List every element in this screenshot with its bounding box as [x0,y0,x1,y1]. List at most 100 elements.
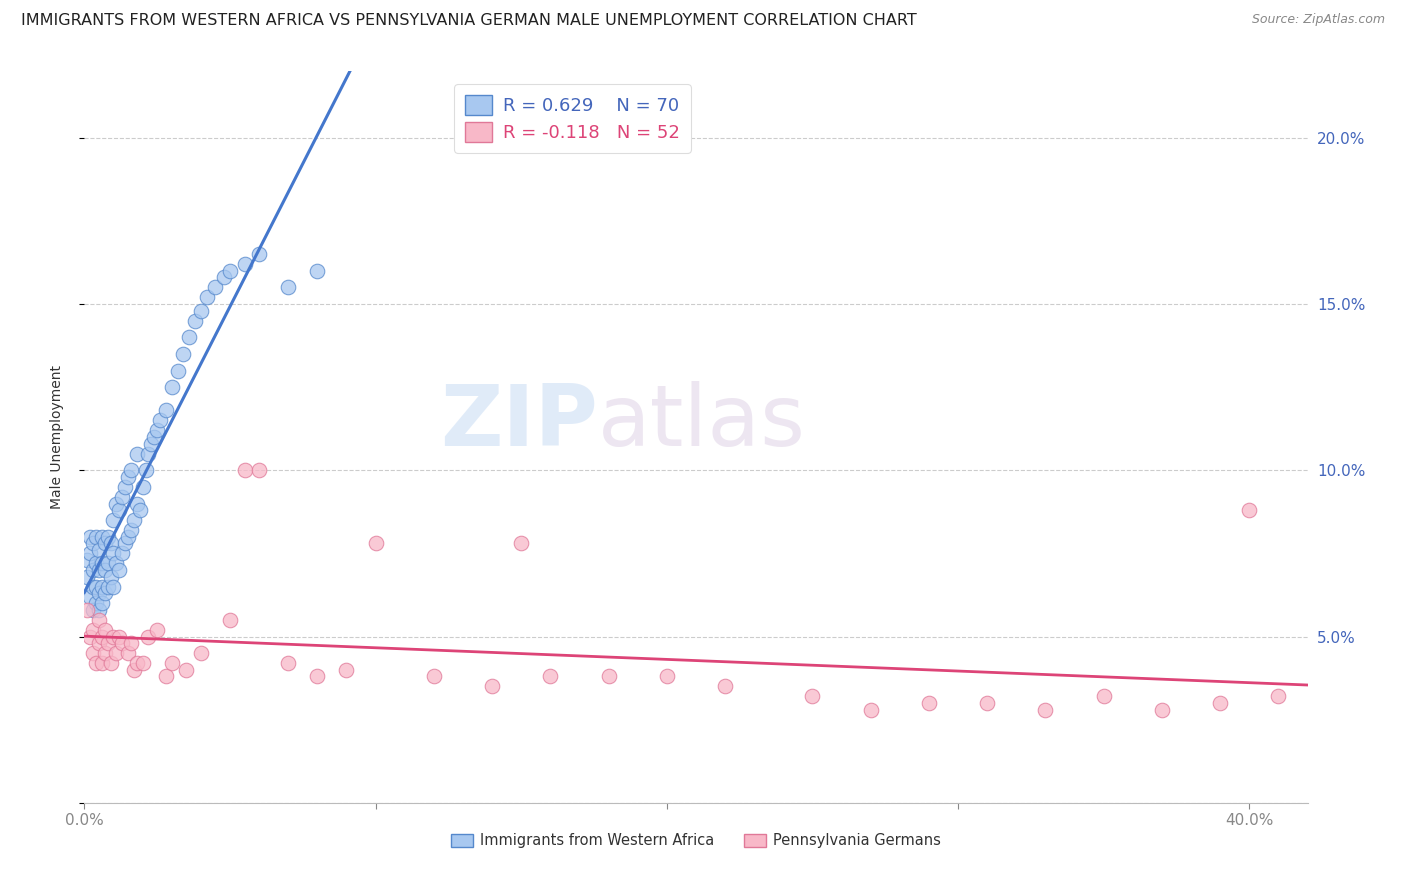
Point [233,463,256,477]
Point [108,503,131,517]
Point [114,480,136,494]
Point [204,280,226,294]
Point [105,557,128,571]
Point [1267,690,1289,704]
Point [105,497,128,511]
Point [103,546,125,560]
Point [160,380,183,394]
Point [93,623,115,637]
Point [172,347,194,361]
Point [84,557,107,571]
Y-axis label: Male Unemployment: Male Unemployment [49,365,63,509]
Point [82,603,104,617]
Point [247,463,270,477]
Point [155,403,177,417]
Point [117,470,139,484]
Point [84,656,107,670]
Point [90,580,112,594]
Point [138,630,160,644]
Point [114,536,136,550]
Point [190,646,212,660]
Point [93,646,115,660]
Point [90,656,112,670]
Point [120,463,142,477]
Point [918,696,941,710]
Point [117,646,139,660]
Text: IMMIGRANTS FROM WESTERN AFRICA VS PENNSYLVANIA GERMAN MALE UNEMPLOYMENT CORRELAT: IMMIGRANTS FROM WESTERN AFRICA VS PENNSY… [21,13,917,29]
Point [100,656,122,670]
Point [160,656,183,670]
Point [307,264,329,278]
Point [190,303,212,318]
Point [84,580,107,594]
Point [120,523,142,537]
Point [111,546,134,560]
Point [79,590,101,604]
Point [510,536,533,550]
Point [141,436,163,450]
Point [82,580,104,594]
Point [179,330,201,344]
Point [120,636,142,650]
Point [166,363,188,377]
Point [307,669,329,683]
Point [174,663,197,677]
Point [125,497,148,511]
Point [219,264,242,278]
Point [233,257,256,271]
Point [195,290,218,304]
Point [84,530,107,544]
Point [87,586,110,600]
Point [122,663,145,677]
Point [801,690,824,704]
Point [97,580,120,594]
Point [82,563,104,577]
Text: Source: ZipAtlas.com: Source: ZipAtlas.com [1251,13,1385,27]
Point [87,603,110,617]
Point [93,586,115,600]
Point [103,580,125,594]
Point [87,613,110,627]
Point [143,430,166,444]
Point [97,530,120,544]
Point [125,656,148,670]
Point [538,669,561,683]
Point [138,447,160,461]
Point [1239,503,1261,517]
Point [125,447,148,461]
Point [423,669,446,683]
Point [90,530,112,544]
Point [103,630,125,644]
Point [76,603,98,617]
Point [335,663,357,677]
Point [97,636,120,650]
Point [1209,696,1232,710]
Point [1092,690,1115,704]
Point [976,696,998,710]
Point [87,636,110,650]
Point [90,596,112,610]
Legend: Immigrants from Western Africa, Pennsylvania Germans: Immigrants from Western Africa, Pennsylv… [446,828,946,854]
Point [79,630,101,644]
Point [90,630,112,644]
Point [277,656,299,670]
Point [82,536,104,550]
Point [247,247,270,261]
Point [100,536,122,550]
Point [82,623,104,637]
Point [97,557,120,571]
Point [111,490,134,504]
Text: ZIP: ZIP [440,381,598,464]
Point [100,570,122,584]
Point [82,646,104,660]
Point [184,314,207,328]
Point [128,503,150,517]
Text: atlas: atlas [598,381,806,464]
Point [1150,703,1173,717]
Point [93,563,115,577]
Point [364,536,387,550]
Point [481,680,503,694]
Point [103,513,125,527]
Point [79,546,101,560]
Point [122,513,145,527]
